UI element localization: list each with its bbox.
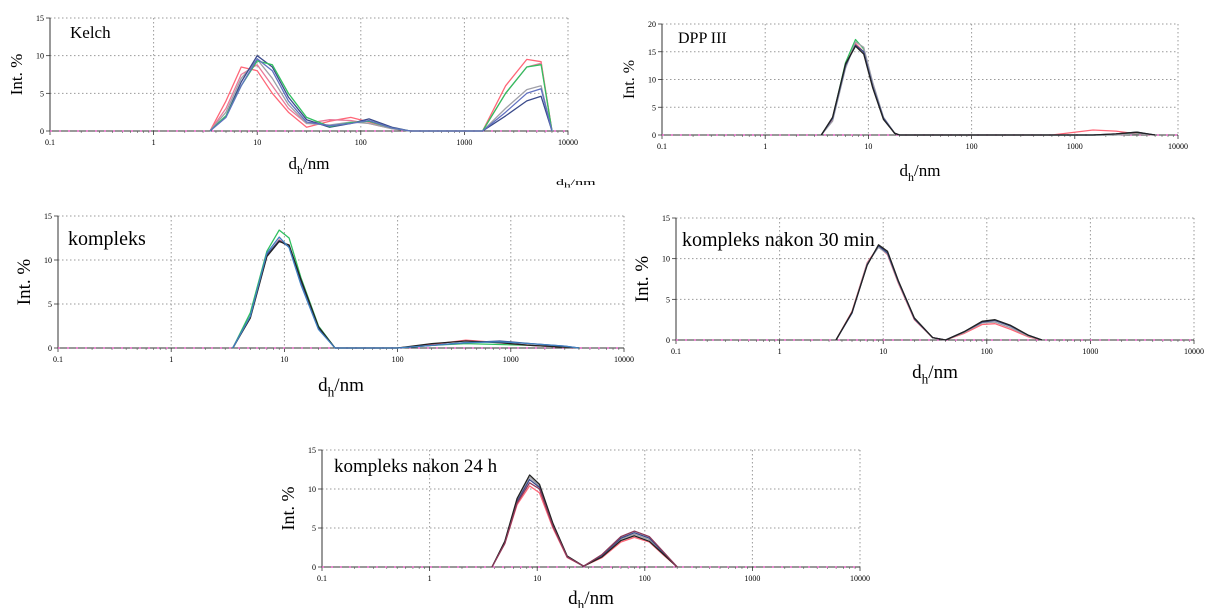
y-tick-label: 5 [652, 103, 656, 112]
x-tick-label: 1000 [744, 574, 760, 583]
series-line-6 [209, 58, 553, 132]
y-tick-label: 0 [666, 336, 670, 345]
x-tick-label: 1 [169, 355, 173, 364]
y-tick-label: 10 [662, 255, 670, 264]
chart-title: DPP III [678, 30, 727, 47]
chart-panel-5: 0.1 1 10 100 1000 10000 0 5 10 15 Int. % dh/nm kompl… [278, 446, 870, 608]
x-tick-label: 1000 [503, 355, 519, 364]
chart-panel-4: 0.1 1 10 100 1000 10000 0 5 10 15 Int. % dh/nm kompl… [632, 214, 1204, 387]
y-tick-label: 0 [40, 127, 44, 136]
chart-panel-2: 0.1 1 10 100 1000 10000 0 5 10 15 20 Int. % dh/nm DPP… [621, 20, 1188, 184]
y-tick-label: 15 [308, 446, 316, 455]
x-axis-label: dh/nm [568, 588, 614, 608]
chart-title: kompleks [68, 228, 146, 250]
x-tick-label: 10000 [1168, 142, 1188, 151]
series-line-2 [491, 476, 678, 568]
y-tick-label: 15 [44, 212, 52, 221]
x-tick-label: 1 [428, 574, 432, 583]
y-tick-label: 15 [36, 14, 44, 23]
y-tick-label: 5 [48, 300, 52, 309]
y-tick-label: 10 [36, 52, 44, 61]
x-tick-label: 100 [639, 574, 651, 583]
series-line-5 [820, 45, 1156, 136]
x-tick-label: 100 [392, 355, 404, 364]
series-line-2 [820, 42, 1156, 136]
y-tick-label: 0 [312, 563, 316, 572]
x-tick-label: 100 [355, 138, 367, 147]
y-tick-label: 20 [648, 20, 656, 29]
x-tick-label: 10000 [614, 355, 634, 364]
y-tick-label: 10 [308, 485, 316, 494]
series-line-5 [209, 60, 553, 132]
x-tick-label: 100 [966, 142, 978, 151]
x-tick-label: 10 [253, 138, 261, 147]
y-axis-label: Int. % [621, 60, 638, 99]
chart-panel-3: 0.1 1 10 100 1000 10000 0 5 10 15 Int. % dh/nm kompl… [14, 212, 634, 400]
x-tick-label: 0.1 [53, 355, 63, 364]
chart-title: kompleks nakon 30 min [682, 229, 875, 251]
y-axis-label: Int. % [7, 54, 26, 96]
x-tick-label: 100 [981, 347, 993, 356]
x-axis-label: dh/nm [318, 375, 364, 400]
x-tick-label: 10 [280, 355, 288, 364]
x-tick-label: 10000 [850, 574, 870, 583]
x-tick-label: 0.1 [657, 142, 667, 151]
series-line-3 [820, 41, 1156, 136]
x-axis-label: dh/nm [289, 154, 330, 177]
y-tick-label: 15 [648, 48, 656, 57]
y-tick-label: 5 [40, 89, 44, 98]
series-line-4 [835, 244, 1043, 341]
x-tick-label: 0.1 [317, 574, 327, 583]
stray-axis-label: dh/nm [556, 178, 596, 190]
y-tick-label: 15 [662, 214, 670, 223]
x-tick-label: 1 [152, 138, 156, 147]
x-tick-label: 10000 [558, 138, 578, 147]
y-tick-label: 5 [312, 524, 316, 533]
x-tick-label: 1 [763, 142, 767, 151]
chart-panel-1: 0.1 1 10 100 1000 10000 0 5 10 15 Int. % dh/nm Kelch [7, 14, 578, 177]
y-axis-label: Int. % [278, 487, 298, 531]
x-tick-label: 10 [533, 574, 541, 583]
series-line-1 [820, 38, 1156, 136]
y-tick-label: 10 [648, 76, 656, 85]
series-line-5 [491, 482, 678, 568]
x-tick-label: 1 [778, 347, 782, 356]
chart-title: Kelch [70, 23, 111, 42]
series-line-2 [209, 62, 553, 132]
x-axis-label: dh/nm [912, 362, 958, 387]
x-tick-label: 1000 [1082, 347, 1098, 356]
x-tick-label: 10000 [1184, 347, 1204, 356]
x-tick-label: 10 [879, 347, 887, 356]
y-axis-label: Int. % [14, 259, 35, 306]
y-tick-label: 10 [44, 256, 52, 265]
series-line-4 [209, 55, 553, 132]
y-tick-label: 5 [666, 295, 670, 304]
y-axis-label: Int. % [632, 256, 653, 303]
x-tick-label: 1000 [1067, 142, 1083, 151]
series-line-4 [820, 44, 1156, 136]
y-tick-label: 0 [652, 131, 656, 140]
x-tick-label: 0.1 [671, 347, 681, 356]
series-line-4 [491, 474, 678, 568]
x-tick-label: 10 [864, 142, 872, 151]
chart-title: kompleks nakon 24 h [334, 456, 498, 477]
series-line-5 [232, 236, 580, 349]
x-tick-label: 0.1 [45, 138, 55, 147]
x-axis-label: dh/nm [900, 161, 941, 184]
x-tick-label: 1000 [456, 138, 472, 147]
y-tick-label: 0 [48, 344, 52, 353]
